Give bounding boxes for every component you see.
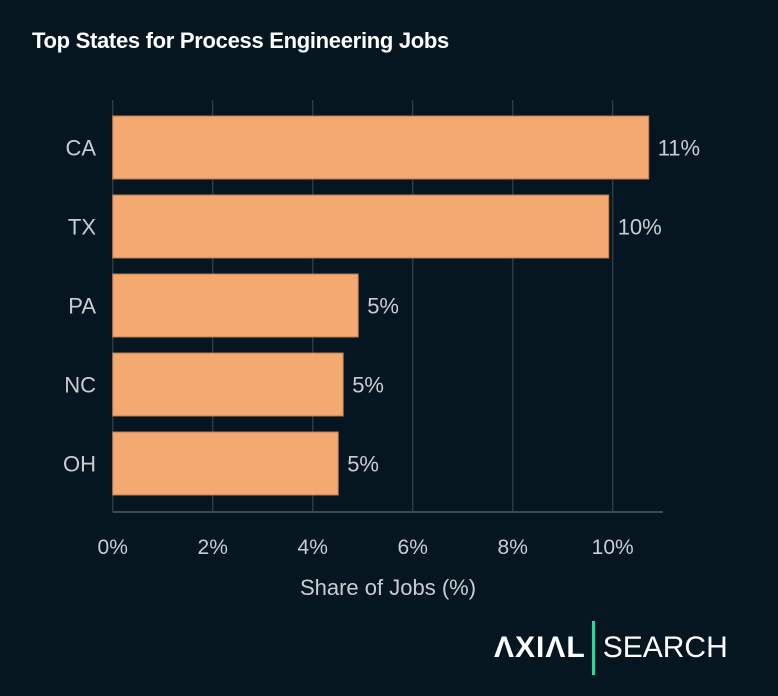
- x-tick-label: 4%: [298, 536, 328, 559]
- x-tick-label: 0%: [98, 536, 128, 559]
- chart-title: Top States for Process Engineering Jobs: [32, 28, 449, 53]
- data-label: 10%: [618, 215, 662, 240]
- bar-ca: [112, 115, 650, 180]
- data-label: 11%: [658, 136, 700, 161]
- data-label: 5%: [352, 373, 384, 398]
- logo-sub: SEARCH: [602, 631, 728, 664]
- x-tick-label: 10%: [592, 536, 634, 559]
- bar-tx: [112, 194, 610, 259]
- x-tick-label: 2%: [198, 536, 228, 559]
- x-tick-label: 6%: [398, 536, 428, 559]
- y-tick-label: NC: [64, 373, 96, 398]
- logo-brand: ΛXIΛL: [494, 631, 586, 664]
- data-label: 5%: [367, 294, 399, 319]
- y-tick-label: OH: [63, 452, 96, 477]
- x-tick-label: 8%: [498, 536, 528, 559]
- y-tick-label: TX: [68, 215, 96, 240]
- y-tick-label: PA: [68, 294, 96, 319]
- logo-divider: [591, 621, 595, 675]
- bar-pa: [112, 273, 359, 338]
- x-axis-label: Share of Jobs (%): [300, 575, 476, 600]
- data-label: 5%: [347, 452, 379, 477]
- axial-search-logo: ΛXIΛL SEARCH: [494, 620, 728, 676]
- bar-oh: [112, 431, 339, 496]
- bar-nc: [112, 352, 344, 417]
- y-tick-label: CA: [65, 136, 96, 161]
